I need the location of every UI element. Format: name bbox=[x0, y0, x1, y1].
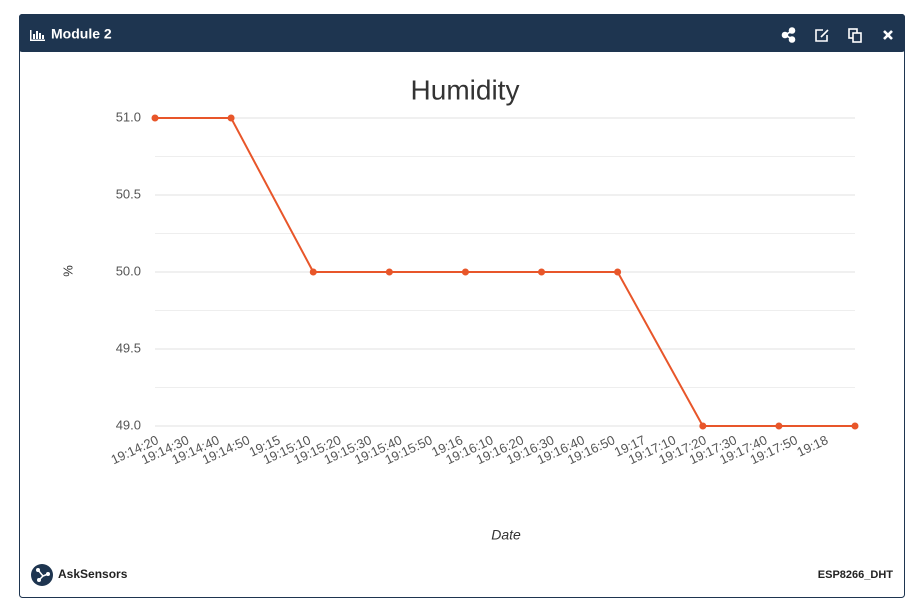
data-point bbox=[151, 114, 159, 122]
data-point bbox=[461, 268, 469, 276]
share-button[interactable] bbox=[781, 27, 796, 43]
data-point bbox=[614, 268, 622, 276]
data-point bbox=[385, 268, 393, 276]
chart-title: Humidity bbox=[411, 74, 520, 105]
data-point bbox=[851, 422, 859, 430]
panel-header bbox=[19, 14, 905, 52]
chart-icon bbox=[30, 30, 45, 41]
data-point bbox=[699, 422, 707, 430]
edit-button[interactable] bbox=[815, 29, 829, 42]
x-axis-label: Date bbox=[491, 527, 521, 543]
close-button[interactable] bbox=[883, 30, 893, 40]
brand-name: AskSensors bbox=[58, 567, 128, 581]
data-point bbox=[538, 268, 546, 276]
copy-button[interactable] bbox=[848, 28, 862, 43]
device-name: ESP8266_DHT bbox=[818, 569, 893, 581]
data-point bbox=[227, 114, 235, 122]
module-title: Module 2 bbox=[51, 26, 112, 42]
y-tick-label: 50.5 bbox=[116, 186, 141, 201]
y-axis-label: % bbox=[60, 265, 75, 277]
data-point bbox=[775, 422, 783, 430]
y-tick-label: 50.0 bbox=[116, 263, 141, 278]
y-tick-label: 51.0 bbox=[116, 109, 141, 124]
data-point bbox=[309, 268, 317, 276]
series-line bbox=[155, 117, 855, 427]
y-tick-label: 49.0 bbox=[116, 417, 141, 432]
brand-logo bbox=[31, 564, 53, 586]
y-tick-label: 49.5 bbox=[116, 340, 141, 355]
